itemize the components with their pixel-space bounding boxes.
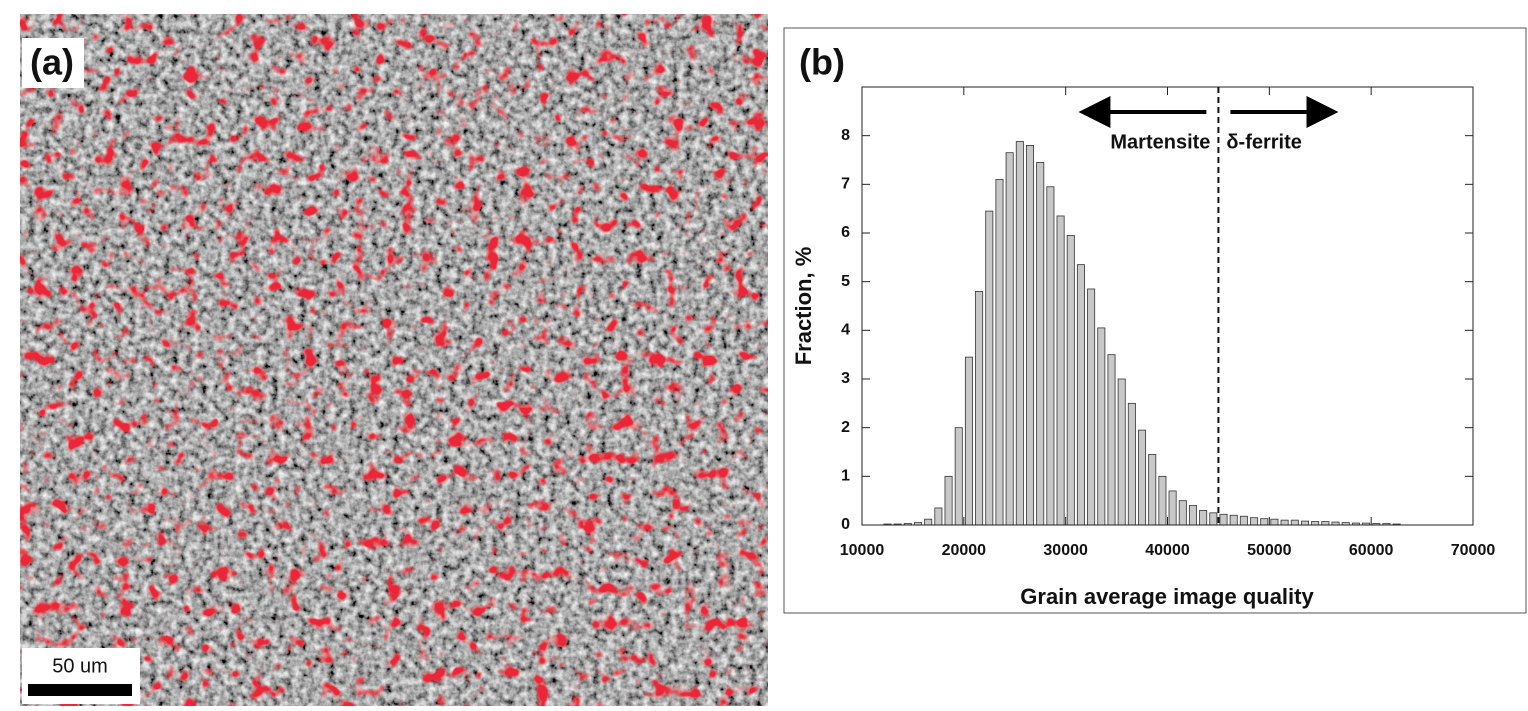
plot: 10000 20000 30000 40000 50000 60000 70000 0 1 2 3 4… bbox=[840, 86, 1496, 559]
bar bbox=[1280, 519, 1289, 526]
bar bbox=[1199, 509, 1208, 526]
bar bbox=[1158, 475, 1167, 526]
bar bbox=[1117, 378, 1126, 526]
bar bbox=[1127, 402, 1136, 526]
y-tick-label: 4 bbox=[841, 322, 850, 339]
y-tick-label: 1 bbox=[841, 468, 850, 485]
bar bbox=[975, 290, 984, 526]
x-tick-label: 10000 bbox=[840, 542, 885, 559]
bar bbox=[1015, 141, 1024, 526]
y-tick-label: 5 bbox=[841, 273, 850, 290]
bar bbox=[1066, 235, 1075, 526]
label-box bbox=[22, 38, 84, 88]
x-tick-label: 30000 bbox=[1043, 542, 1088, 559]
bar bbox=[995, 179, 1004, 526]
bar bbox=[1209, 512, 1218, 526]
x-axis-title: Grain average image quality bbox=[1020, 584, 1314, 609]
y-tick-label: 3 bbox=[841, 370, 850, 387]
bar bbox=[1321, 521, 1330, 526]
panel-label: (b) bbox=[799, 42, 845, 83]
bar bbox=[1270, 518, 1279, 526]
bar bbox=[985, 210, 994, 526]
bar bbox=[1026, 144, 1035, 526]
annotation: δ-ferrite bbox=[1226, 131, 1301, 153]
micrograph-panel: (a) 50 um bbox=[20, 14, 768, 706]
bar bbox=[1076, 264, 1085, 526]
bar bbox=[1311, 521, 1320, 526]
bar bbox=[944, 475, 953, 526]
bar bbox=[1036, 162, 1045, 526]
bar bbox=[1188, 505, 1197, 526]
bar bbox=[1046, 186, 1055, 526]
annotation: Martensite bbox=[1110, 131, 1210, 153]
x-tick-label: 20000 bbox=[942, 542, 987, 559]
bar bbox=[1260, 518, 1269, 526]
scale-bar bbox=[28, 684, 132, 696]
bar bbox=[1056, 215, 1065, 526]
panel-label: (a) bbox=[30, 42, 74, 83]
y-tick-label: 6 bbox=[841, 224, 850, 241]
bar bbox=[1300, 520, 1309, 526]
bar bbox=[1290, 519, 1299, 526]
y-tick-label: 0 bbox=[841, 516, 850, 533]
bar bbox=[1178, 500, 1187, 526]
x-tick-label: 40000 bbox=[1145, 542, 1190, 559]
bar bbox=[1005, 152, 1014, 526]
bar bbox=[954, 427, 963, 526]
bar bbox=[1239, 515, 1248, 526]
bar bbox=[1138, 429, 1147, 526]
y-tick-label: 7 bbox=[841, 176, 850, 193]
bar bbox=[1229, 514, 1238, 526]
y-tick-label: 2 bbox=[841, 419, 850, 436]
bar bbox=[924, 518, 933, 526]
bar bbox=[934, 507, 943, 526]
y-axis-title: Fraction, % bbox=[791, 247, 816, 366]
micrograph bbox=[20, 14, 768, 706]
y-tick-label: 8 bbox=[841, 127, 850, 144]
x-tick-label: 70000 bbox=[1451, 542, 1496, 559]
bar bbox=[1250, 517, 1259, 526]
bar bbox=[1107, 354, 1116, 526]
bar bbox=[1087, 288, 1096, 526]
bar bbox=[1219, 513, 1228, 526]
bar bbox=[964, 356, 973, 526]
x-tick-label: 50000 bbox=[1247, 542, 1292, 559]
bar bbox=[1168, 490, 1177, 526]
x-tick-label: 60000 bbox=[1349, 542, 1394, 559]
bar bbox=[1148, 454, 1157, 526]
scale-text: 50 um bbox=[52, 655, 108, 677]
bar bbox=[1097, 327, 1106, 526]
